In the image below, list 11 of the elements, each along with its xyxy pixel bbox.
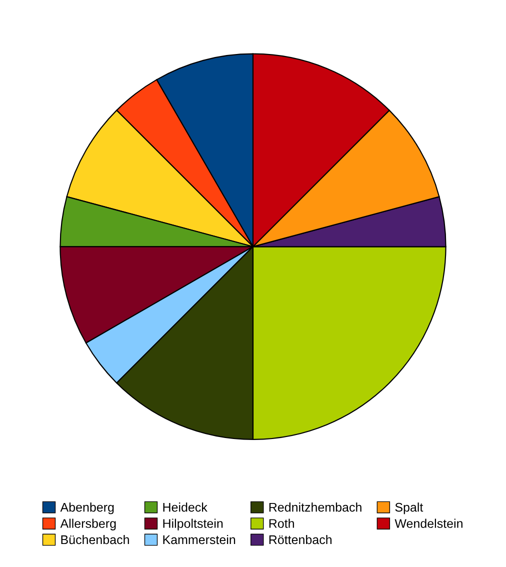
legend-label: Abenberg bbox=[60, 502, 114, 514]
legend-label: Rednitzhembach bbox=[269, 502, 362, 512]
legend-label: Wendelstein bbox=[394, 518, 462, 528]
legend-label: Kammerstein bbox=[163, 534, 236, 544]
legend-label: Spalt bbox=[395, 502, 424, 514]
legend-label: Röttenbach bbox=[269, 534, 332, 544]
legend-label: Allersberg bbox=[60, 518, 116, 530]
legend-label: Hilpoltstein bbox=[163, 518, 223, 530]
legend-label: Heideck bbox=[163, 502, 208, 512]
legend-label: Büchenbach bbox=[61, 534, 129, 544]
legend-label: Roth bbox=[269, 518, 294, 528]
